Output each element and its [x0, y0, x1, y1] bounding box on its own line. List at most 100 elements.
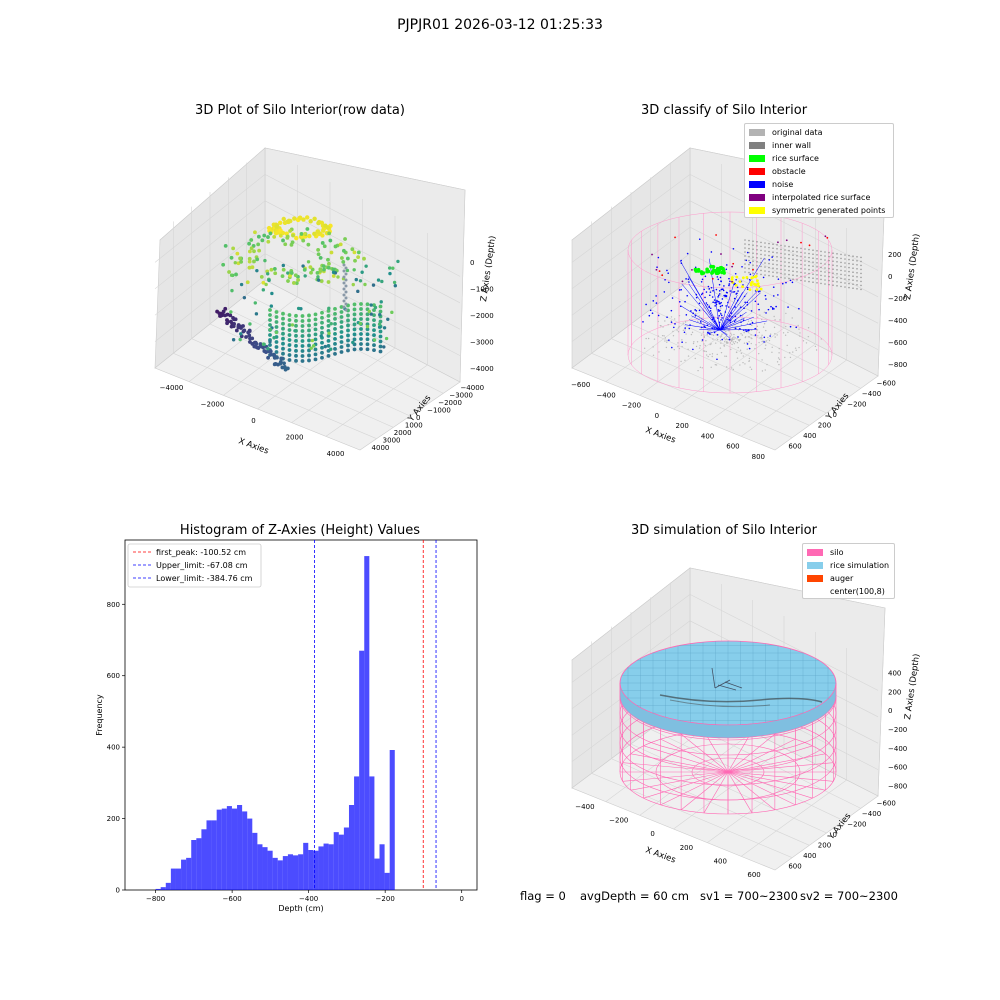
x-tick-label: −4000 — [160, 384, 184, 392]
simulation-x-label: X Axies — [644, 845, 677, 865]
legend-swatch — [749, 155, 765, 162]
legend-entry: rice simulation — [807, 559, 890, 572]
y-tick-label: 400 — [803, 852, 816, 860]
histogram-x-ticks: −800 −600 −400 −200 0 — [146, 890, 464, 903]
histogram-chart: −800 −600 −400 −200 0 0 200 400 600 800 Depth (c… — [95, 539, 478, 913]
z-tick-label: 200 — [888, 688, 901, 696]
z-tick-label: −200 — [888, 726, 907, 734]
histogram-bar — [272, 857, 278, 890]
legend-entry: symmetric generated points — [749, 204, 889, 217]
histogram-legend-label: Lower_limit: -384.76 cm — [156, 574, 253, 583]
legend-swatch — [749, 194, 765, 201]
histogram-y-label: Frequency — [95, 694, 104, 736]
simulation-z-ticks: 400 200 0 −200 −400 −600 −800 — [888, 669, 907, 790]
legend-label: original data — [772, 128, 823, 137]
histogram-bars — [155, 556, 395, 890]
histogram-bar — [155, 888, 161, 890]
raw-x-label: X Axies — [237, 436, 270, 456]
legend-label: silo — [830, 548, 844, 557]
x-tick-label: −600 — [571, 381, 590, 389]
simulation-plot-title: 3D simulation of Silo Interior — [631, 523, 817, 538]
legend-label: obstacle — [772, 167, 806, 176]
histogram-legend-label: Upper_limit: -67.08 cm — [156, 561, 248, 570]
legend-swatch — [749, 142, 765, 149]
x-tick-label: −400 — [575, 803, 594, 811]
histogram-bar — [277, 860, 283, 890]
x-tick-label: 800 — [752, 453, 765, 461]
histogram-legend: first_peak: -100.52 cm Upper_limit: -67.0… — [127, 543, 262, 588]
histogram-bar — [313, 850, 319, 890]
histogram-bar — [282, 856, 288, 890]
y-tick-label: −400 — [862, 810, 881, 818]
z-tick-label: 0 — [888, 707, 892, 715]
histogram-bar — [170, 868, 176, 890]
z-tick-label: −800 — [888, 783, 907, 791]
histogram-bar — [333, 832, 339, 890]
histogram-bar — [231, 808, 238, 890]
y-tick-label: −600 — [877, 379, 896, 387]
z-tick-label: −600 — [888, 339, 907, 347]
legend-label: auger — [830, 574, 854, 583]
histogram-bar — [191, 840, 197, 890]
histogram-y-ticks: 0 200 400 600 800 — [107, 601, 125, 895]
classify-plot-title: 3D classify of Silo Interior — [640, 103, 808, 118]
raw-plot-title: 3D Plot of Silo Interior(row data) — [195, 103, 405, 118]
x-tick-label: 600 — [747, 871, 760, 879]
x-tick-label: 4000 — [327, 450, 345, 458]
z-tick-label: 0 — [470, 259, 474, 267]
z-tick-label: −4000 — [470, 365, 494, 373]
y-tick-label: 4000 — [372, 444, 390, 452]
histogram-y-tick-label: 400 — [107, 744, 120, 752]
legend-entry: silo — [807, 546, 890, 559]
legend-entry: obstacle — [749, 165, 889, 178]
histogram-bar — [308, 850, 314, 890]
z-tick-label: −400 — [888, 745, 907, 753]
histogram-bar — [298, 854, 304, 890]
x-tick-label: 200 — [680, 844, 693, 852]
simulation-rice-surface — [619, 640, 837, 739]
x-tick-label: −200 — [609, 817, 628, 825]
histogram-bar — [247, 818, 253, 890]
legend-swatch — [749, 168, 765, 175]
histogram-bar — [252, 832, 258, 890]
status-sv1: sv1 = 700~2300 — [700, 889, 798, 903]
histogram-bar — [287, 854, 294, 890]
y-tick-label: −200 — [847, 400, 866, 408]
y-tick-label: 1000 — [405, 422, 423, 430]
z-tick-label: −3000 — [470, 338, 494, 346]
histogram-bar — [262, 847, 268, 890]
raw-z-label: Z Axies (Depth) — [479, 235, 498, 302]
x-tick-label: 400 — [714, 858, 727, 866]
histogram-bar — [237, 805, 243, 890]
histogram-bar — [318, 846, 324, 890]
histogram-x-tick-label: 0 — [459, 895, 463, 903]
legend-entry: center(100,8) — [807, 585, 890, 598]
x-tick-label: 0 — [650, 830, 654, 838]
legend-label: noise — [772, 180, 794, 189]
legend-swatch — [749, 181, 765, 188]
classify-x-label: X Axies — [644, 425, 677, 445]
legend-swatch — [807, 588, 823, 595]
histogram-bar — [354, 776, 360, 890]
y-tick-label: −200 — [847, 820, 866, 828]
histogram-bar — [323, 843, 329, 890]
classify-point-cloud — [642, 234, 862, 372]
histogram-bar — [389, 750, 395, 890]
histogram-bar — [303, 842, 309, 890]
histogram-bar — [338, 834, 344, 890]
histogram-y-tick-label: 800 — [107, 601, 120, 609]
y-tick-label: 0 — [416, 414, 420, 422]
histogram-legend-label: first_peak: -100.52 cm — [156, 548, 246, 557]
y-tick-label: 200 — [818, 842, 831, 850]
raw-z-ticks: 0 −1000 −2000 −3000 −4000 — [470, 259, 494, 373]
histogram-reference-lines — [314, 540, 437, 890]
histogram-bar — [359, 650, 365, 890]
histogram-bar — [267, 850, 273, 890]
y-tick-label: 2000 — [394, 429, 412, 437]
status-sv2: sv2 = 700~2300 — [800, 889, 898, 903]
y-tick-label: 0 — [833, 831, 837, 839]
